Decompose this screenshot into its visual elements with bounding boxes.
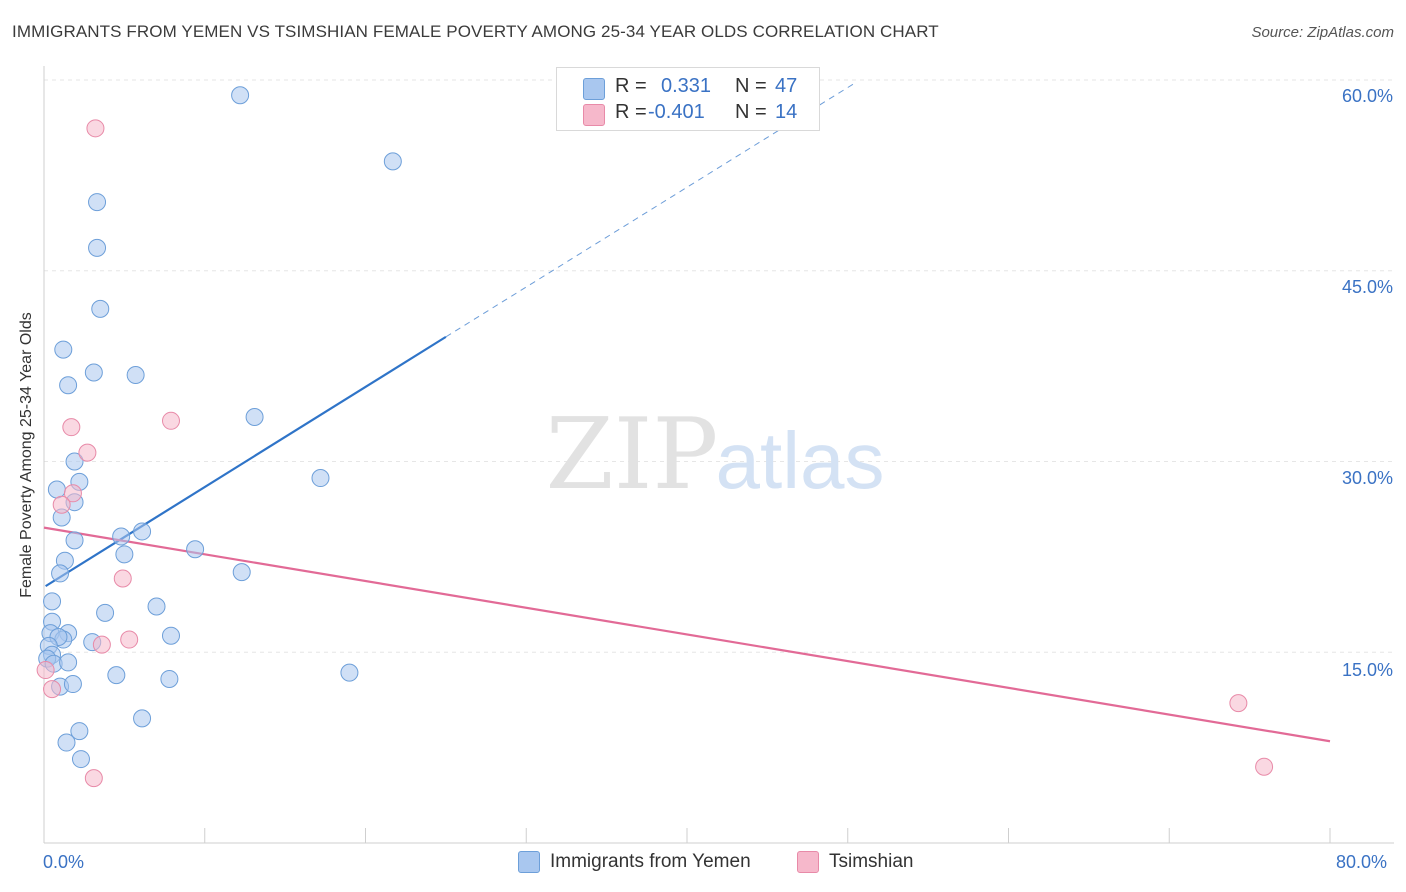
trendline-tsimshian — [43, 526, 1331, 743]
y-tick-15: 15.0% — [1341, 660, 1393, 680]
trendline-yemen — [45, 335, 447, 588]
legend-label: Tsimshian — [829, 851, 914, 872]
trendlines — [43, 82, 1331, 743]
legend-r-value: -0.401 — [648, 101, 705, 123]
data-point-tsimshian — [36, 661, 55, 680]
data-point-yemen — [88, 193, 107, 212]
data-point-yemen — [57, 733, 76, 752]
legend-r-label: R = — [615, 101, 647, 123]
data-point-tsimshian — [62, 418, 81, 437]
data-point-yemen — [65, 531, 84, 550]
watermark: ZIP atlas — [546, 398, 885, 512]
legend-swatch — [797, 851, 819, 873]
data-point-yemen — [63, 675, 82, 694]
data-point-yemen — [65, 452, 84, 471]
legend-n-value: 14 — [775, 101, 798, 123]
data-point-yemen — [383, 152, 402, 171]
correlation-legend: R = 0.331 N = 47 R = -0.401 N = 14 — [556, 67, 820, 131]
legend-n-value: 47 — [775, 75, 798, 97]
data-point-yemen — [43, 592, 62, 611]
legend-swatch-tsimshian — [583, 104, 605, 126]
chart-title: IMMIGRANTS FROM YEMEN VS TSIMSHIAN FEMAL… — [12, 22, 939, 41]
x-tick-min: 0.0% — [43, 852, 85, 872]
source-label: Source: ZipAtlas.com — [1251, 24, 1394, 41]
legend-n-label: N = — [735, 101, 767, 123]
legend-swatch — [518, 851, 540, 873]
data-point-yemen — [84, 363, 103, 382]
data-points — [36, 86, 1274, 788]
data-point-tsimshian — [78, 443, 97, 462]
data-point-yemen — [231, 86, 250, 105]
data-point-yemen — [70, 722, 89, 741]
data-point-yemen — [51, 564, 70, 583]
trendline-extension-yemen — [445, 82, 857, 338]
data-point-yemen — [107, 666, 126, 685]
legend-n-label: N = — [735, 75, 767, 97]
data-point-yemen — [161, 626, 180, 645]
data-point-yemen — [112, 527, 131, 546]
y-tick-60: 60.0% — [1341, 86, 1393, 106]
data-point-tsimshian — [43, 680, 62, 699]
series-legend: Immigrants from Yemen Tsimshian — [0, 851, 1406, 879]
legend-item-tsimshian: Tsimshian — [797, 851, 913, 873]
data-point-yemen — [311, 469, 330, 488]
data-point-yemen — [160, 669, 179, 688]
data-point-yemen — [126, 366, 145, 385]
data-point-yemen — [59, 653, 78, 672]
x-tick-max: 80.0% — [1336, 852, 1388, 872]
data-point-yemen — [133, 709, 152, 728]
data-point-tsimshian — [113, 569, 132, 588]
data-point-yemen — [186, 540, 205, 559]
data-point-yemen — [340, 663, 359, 682]
data-point-yemen — [245, 407, 264, 426]
legend-swatch-yemen — [583, 78, 605, 100]
legend-r-label: R = — [615, 75, 647, 97]
data-point-yemen — [133, 522, 152, 541]
axes — [43, 66, 1394, 844]
data-point-yemen — [147, 597, 166, 616]
data-point-tsimshian — [1255, 757, 1274, 776]
data-point-yemen — [232, 563, 251, 582]
watermark-atlas: atlas — [716, 416, 885, 505]
data-point-tsimshian — [52, 495, 71, 514]
y-tick-30: 30.0% — [1341, 468, 1393, 488]
data-point-tsimshian — [161, 411, 180, 430]
legend-r-value: 0.331 — [661, 75, 712, 97]
data-point-tsimshian — [120, 630, 139, 649]
data-point-tsimshian — [1229, 694, 1248, 713]
data-point-yemen — [47, 480, 66, 499]
data-point-tsimshian — [86, 119, 105, 138]
data-point-yemen — [71, 750, 90, 769]
data-point-tsimshian — [92, 635, 111, 654]
data-point-yemen — [115, 545, 134, 564]
y-tick-45: 45.0% — [1341, 277, 1393, 297]
data-point-yemen — [59, 376, 78, 395]
legend-label: Immigrants from Yemen — [550, 851, 751, 872]
data-point-yemen — [91, 299, 110, 318]
data-point-tsimshian — [63, 484, 82, 503]
data-point-tsimshian — [84, 769, 103, 788]
data-point-yemen — [96, 603, 115, 622]
watermark-zip: ZIP — [546, 398, 719, 512]
data-point-yemen — [54, 340, 73, 359]
data-point-yemen — [88, 238, 107, 257]
legend-item-yemen: Immigrants from Yemen — [518, 851, 751, 873]
